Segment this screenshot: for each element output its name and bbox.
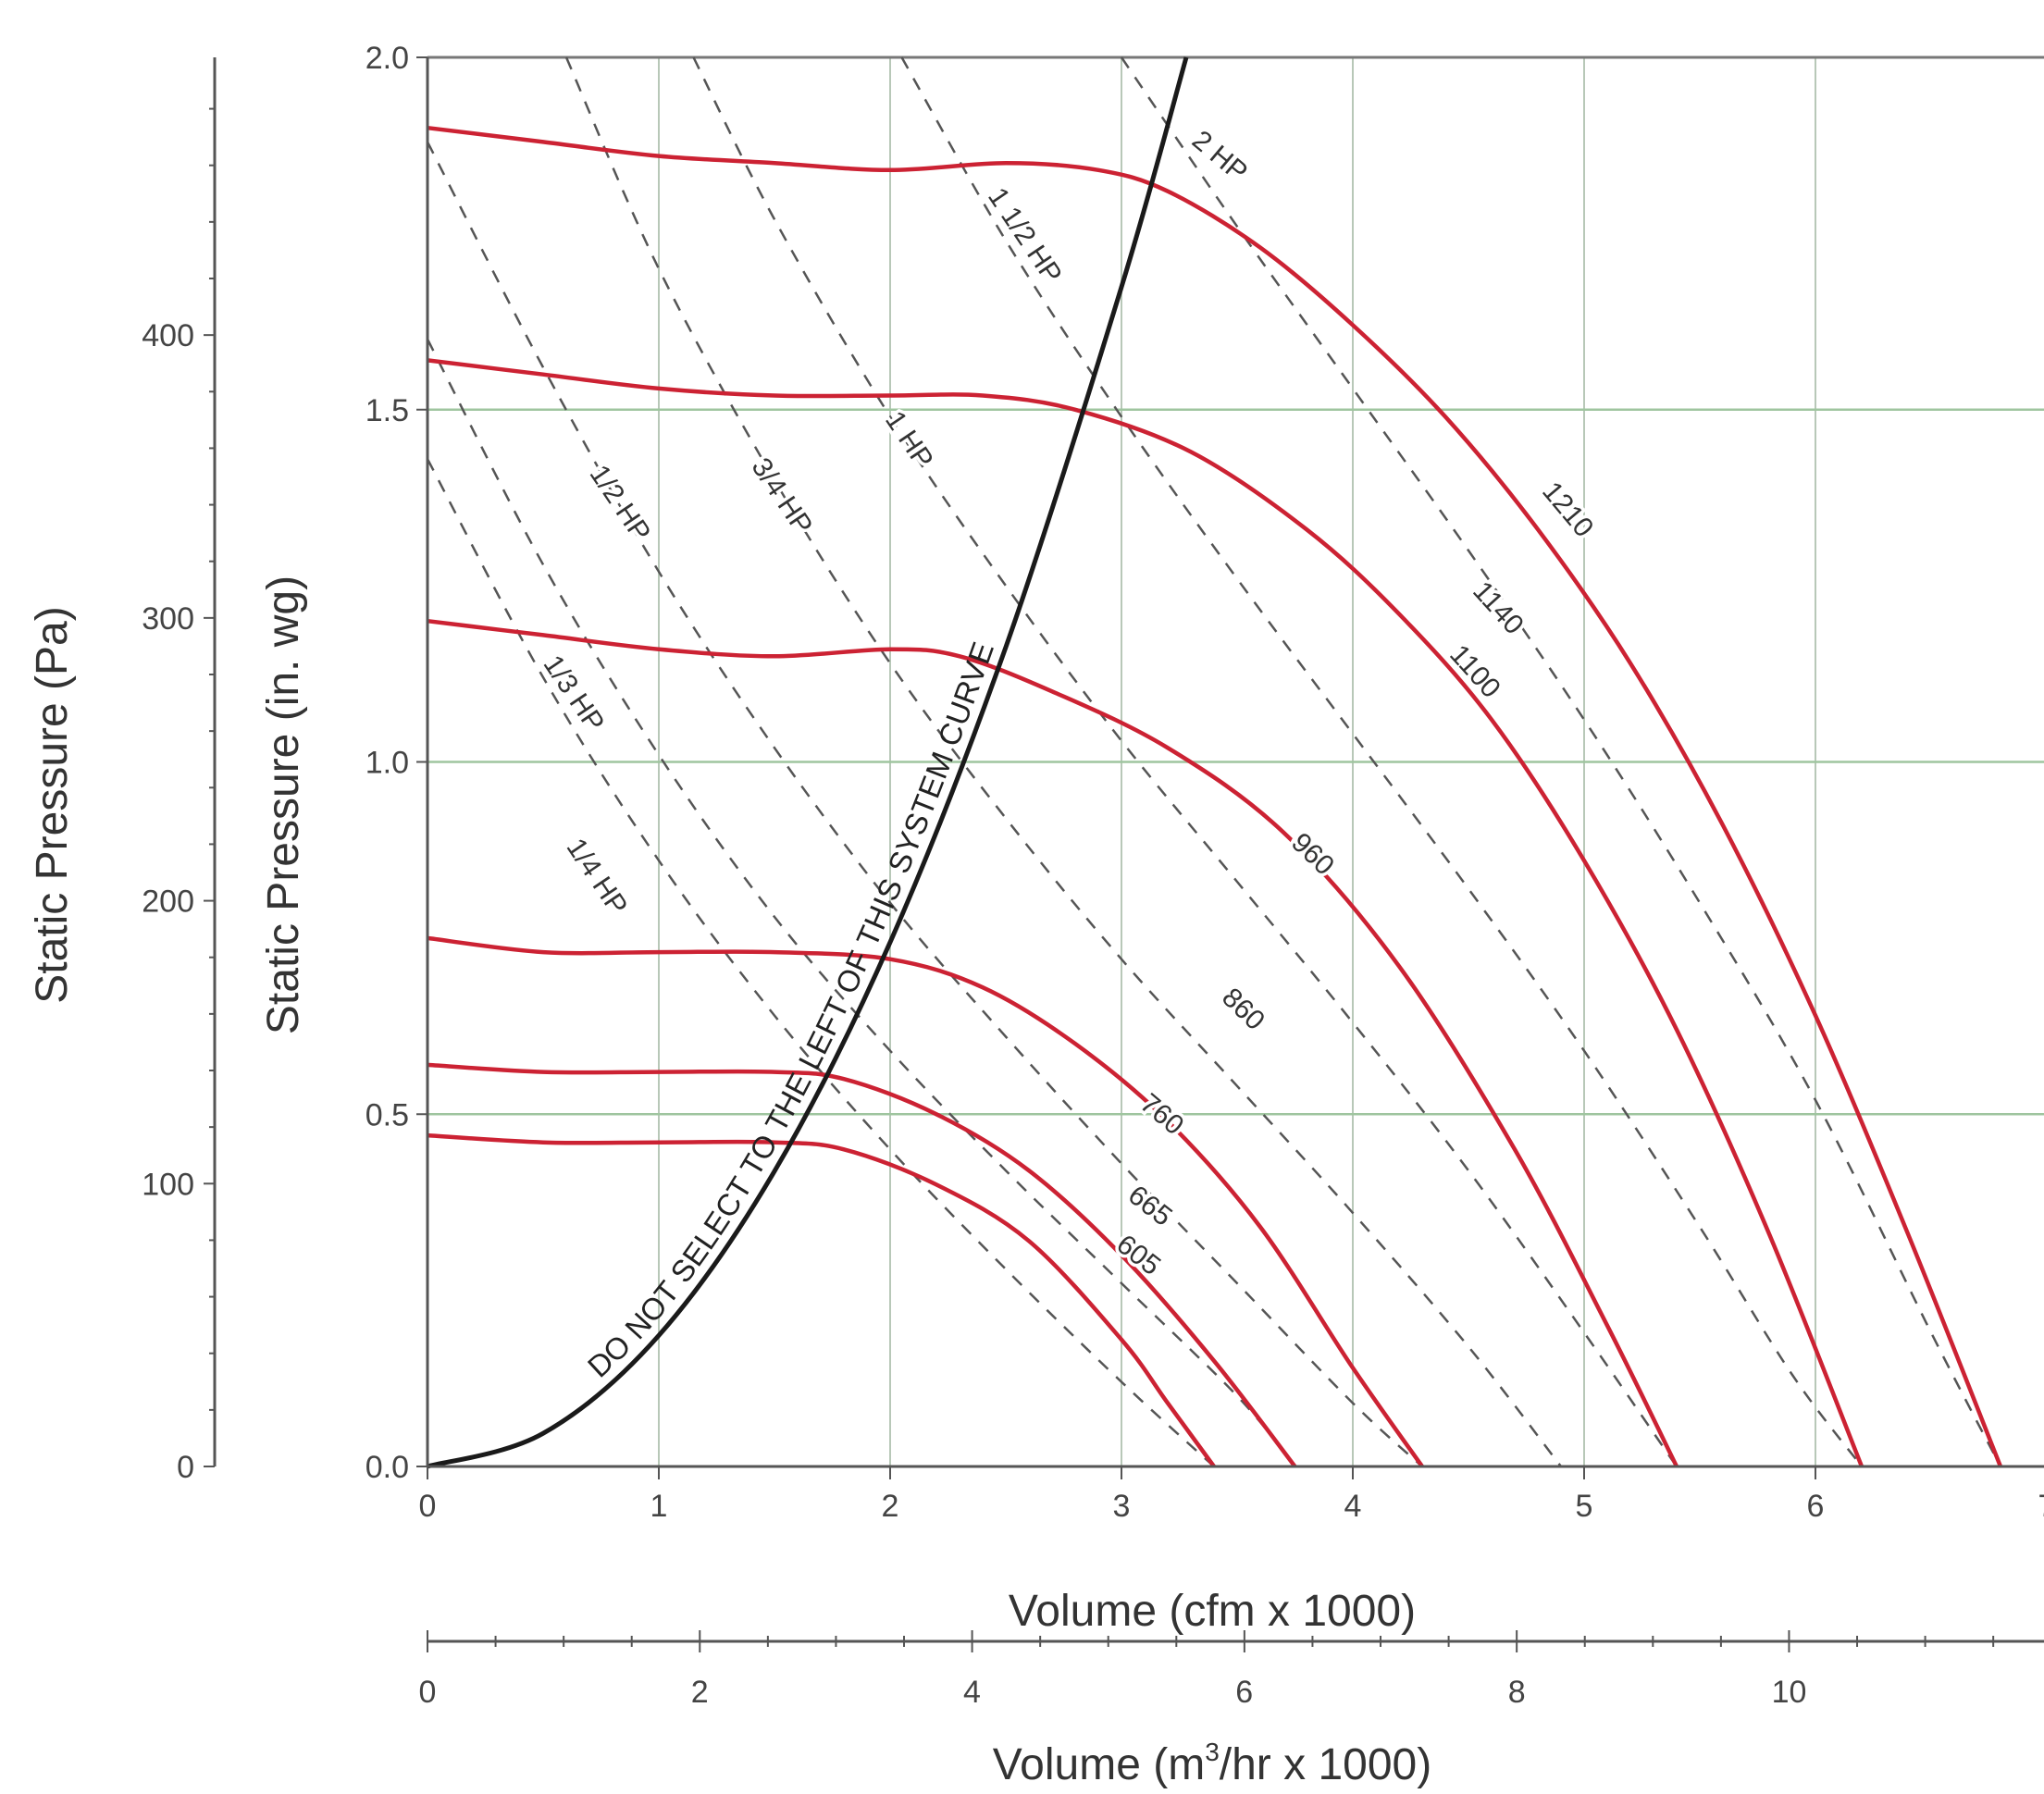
y2-tick-label: 400 (142, 318, 194, 353)
curve-label: 3/4 HP (746, 452, 819, 539)
x2-tick-label: 0 (419, 1675, 437, 1710)
fan-curve-760 (427, 935, 1424, 1468)
curve-label: 1 HP (879, 406, 939, 475)
hp-line (692, 56, 1679, 1467)
fan-speed-curves (427, 125, 2003, 1468)
x-tick-label: 1 (650, 1489, 668, 1524)
hp-line (1120, 56, 2002, 1467)
curve-label: 1/2 HP (584, 460, 657, 547)
hp-line (426, 458, 1215, 1467)
fan-curve-1100 (427, 358, 1864, 1467)
fan-curve-1210 (427, 125, 2003, 1467)
x2-tick-label: 6 (1235, 1675, 1253, 1710)
y-tick-label: 0.0 (365, 1450, 409, 1485)
curve-label: 1210 (1536, 476, 1599, 543)
x-tick-label: 4 (1344, 1489, 1362, 1524)
curve-label: 605 (1110, 1229, 1166, 1281)
fan-curve-665 (427, 1062, 1297, 1468)
y2-tick-label: 300 (142, 601, 194, 637)
x2-axis-title-sup: 3 (1205, 1738, 1220, 1766)
system-curve-line (427, 56, 1189, 1469)
x2-tick-label: 10 (1772, 1675, 1807, 1710)
x-tick-label: 7 (2038, 1489, 2044, 1524)
x2-axis-title-main: Volume (m (993, 1740, 1205, 1789)
system-curve-note-text: DO NOT SELECT TO THE LEFT OF THIS SYSTEM… (581, 637, 1000, 1384)
hp-line (900, 56, 1863, 1467)
y2-axis-title: Static Pressure (Pa) (28, 606, 77, 1003)
x-tick-label: 2 (882, 1489, 899, 1524)
curve-label: 1/3 HP (538, 650, 611, 736)
y-tick-label: 1.0 (365, 746, 409, 781)
x2-tick-label: 4 (963, 1675, 981, 1710)
y2-tick-label: 100 (142, 1167, 194, 1202)
y-tick-label: 1.5 (365, 393, 409, 428)
x2-axis-title-tail: /hr x 1000) (1220, 1740, 1431, 1789)
x-axis-title: Volume (cfm x 1000) (1009, 1587, 1416, 1636)
curve-label: 1/4 HP (561, 833, 634, 920)
y-tick-label: 2.0 (365, 41, 409, 76)
x2-axis-title: Volume (m3/hr x 1000) (993, 1738, 1431, 1789)
curve-label: 665 (1122, 1180, 1178, 1232)
curve-label: 860 (1216, 983, 1270, 1037)
hp-line (426, 339, 1296, 1467)
hp-line (564, 56, 1562, 1467)
x-tick-label: 0 (419, 1489, 437, 1524)
curve-label: 960 (1285, 827, 1340, 882)
axes: 012345670.00.51.01.52.002468100100200300… (142, 41, 2044, 1710)
y-tick-label: 0.5 (365, 1097, 409, 1132)
fan-curve-960 (427, 618, 1679, 1467)
x2-tick-label: 8 (1508, 1675, 1526, 1710)
y-axis-title: Static Pressure (in. wg) (259, 575, 308, 1034)
grid (427, 56, 2044, 1466)
x-tick-label: 3 (1113, 1489, 1131, 1524)
x2-tick-label: 2 (691, 1675, 709, 1710)
curve-label: 2 HP (1186, 125, 1253, 188)
hp-line (426, 141, 1423, 1467)
x-tick-label: 5 (1576, 1489, 1593, 1524)
fan-curve-605 (427, 1132, 1216, 1468)
curve-label: 1140 (1467, 575, 1530, 640)
system-curve-note: DO NOT SELECT TO THE LEFT OF THIS SYSTEM… (581, 637, 1000, 1384)
y2-tick-label: 200 (142, 885, 194, 920)
system-curve (427, 56, 1189, 1469)
x-tick-label: 6 (1807, 1489, 1825, 1524)
y2-tick-label: 0 (177, 1450, 194, 1485)
